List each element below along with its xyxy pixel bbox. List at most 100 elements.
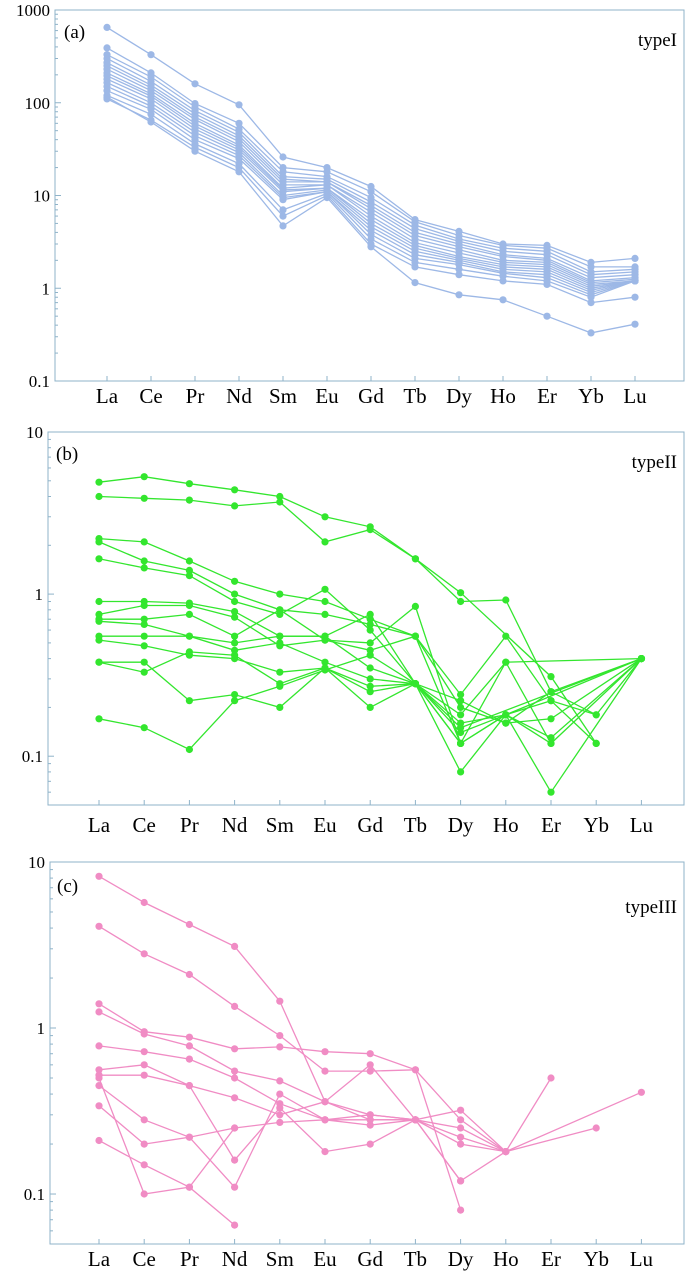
data-point [95, 1008, 103, 1016]
data-point [276, 1090, 284, 1098]
panel-label: (b) [56, 444, 78, 465]
plot-frame [47, 431, 685, 806]
data-point [366, 688, 374, 696]
data-point [637, 1088, 646, 1096]
y-tick-label: 1 [42, 279, 51, 298]
series-8 [103, 69, 639, 288]
x-tick-label-yb: Yb [583, 1247, 609, 1271]
data-point [103, 23, 111, 31]
data-point [457, 1133, 465, 1141]
data-point [457, 697, 465, 705]
data-point [366, 1140, 374, 1148]
data-point [547, 673, 555, 681]
data-point [457, 1116, 465, 1124]
data-point [140, 950, 148, 958]
data-point [547, 788, 555, 796]
series-11 [95, 1074, 239, 1198]
data-point [457, 711, 465, 719]
data-point [140, 1071, 148, 1079]
data-point [455, 291, 463, 299]
data-point [185, 480, 193, 488]
y-tick-label: 0.1 [22, 747, 43, 766]
data-point [235, 155, 243, 163]
data-point [235, 119, 243, 127]
data-point [455, 271, 463, 279]
data-point [321, 632, 329, 640]
x-tick-label-tb: Tb [404, 1247, 427, 1271]
series-line [98, 925, 507, 1153]
y-tick-label: 10 [26, 423, 43, 442]
data-point [95, 715, 103, 723]
data-point [140, 620, 148, 629]
data-point [457, 1106, 465, 1114]
x-tick-label-nd: Nd [226, 384, 252, 408]
data-point [457, 1140, 465, 1148]
series-line [98, 1093, 416, 1189]
data-point [231, 486, 239, 494]
data-point [231, 651, 239, 659]
data-point [321, 585, 329, 593]
data-point [185, 970, 193, 979]
data-point [103, 93, 111, 101]
data-point [95, 872, 103, 880]
data-point [185, 557, 193, 565]
chart-panel-c: 0.1 1 10 La Ce Pr Nd Sm Eu Gd Tb Dy Ho Er Yb Lu (c) typeI… [24, 853, 685, 1271]
data-point [276, 682, 284, 690]
x-tick-label-gd: Gd [358, 384, 384, 408]
data-point [457, 1177, 465, 1185]
data-point [276, 668, 284, 676]
data-point [543, 280, 551, 288]
series-line [98, 495, 642, 693]
x-tick-label-sm: Sm [266, 1247, 294, 1271]
x-tick-label-tb: Tb [403, 384, 426, 408]
data-point [547, 739, 555, 748]
data-point [95, 492, 103, 501]
data-point [95, 597, 103, 606]
series-9 [95, 1090, 419, 1191]
x-tick-label-nd: Nd [222, 1247, 248, 1271]
data-point [502, 596, 510, 604]
data-point [276, 1118, 284, 1126]
data-point [366, 526, 374, 534]
data-point [366, 682, 374, 690]
series-line [98, 1011, 507, 1153]
data-point [631, 277, 639, 285]
data-point [321, 538, 329, 546]
x-tick-label-pr: Pr [180, 1247, 199, 1271]
data-point [457, 739, 465, 748]
data-point [140, 1030, 148, 1038]
data-point [140, 557, 148, 565]
data-point [231, 502, 239, 510]
data-point [411, 1116, 419, 1124]
series-14 [95, 651, 465, 754]
data-point [95, 478, 103, 486]
data-point [185, 496, 193, 504]
data-point [231, 1094, 239, 1102]
data-point [140, 658, 148, 666]
data-point [276, 492, 284, 501]
data-point [502, 719, 510, 727]
data-point [95, 555, 103, 563]
data-point [457, 1206, 465, 1214]
y-tick-label: 1 [35, 585, 44, 604]
data-point [367, 235, 375, 243]
chart-panel-b: 0.1 1 10 La Ce Pr Nd Sm Eu Gd Tb Dy Ho Er Yb Lu (b) typeI… [22, 423, 685, 837]
y-tick-label: 1000 [16, 1, 50, 20]
data-point [231, 1183, 239, 1191]
data-point [321, 513, 329, 521]
data-point [457, 1124, 465, 1132]
data-point [631, 254, 639, 262]
data-point [276, 606, 284, 614]
data-point [502, 1148, 510, 1156]
data-point [631, 320, 639, 328]
data-point [140, 1140, 148, 1148]
data-point [140, 898, 148, 907]
x-tick-label-gd: Gd [357, 813, 383, 837]
type-annotation: typeIII [625, 897, 677, 918]
data-point [457, 768, 465, 776]
data-point [366, 1061, 374, 1069]
data-point [231, 597, 239, 606]
data-point [455, 265, 463, 273]
data-point [366, 1111, 374, 1119]
